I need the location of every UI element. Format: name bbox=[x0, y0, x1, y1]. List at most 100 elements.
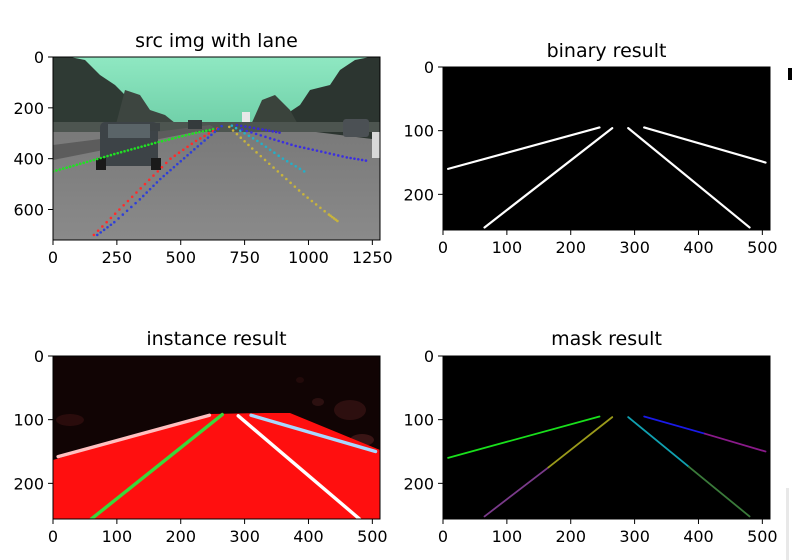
lane-point bbox=[259, 134, 263, 137]
x-tick-label: 0 bbox=[48, 248, 58, 267]
lane-point bbox=[177, 151, 181, 155]
lane-point bbox=[194, 131, 198, 135]
lane-point bbox=[268, 148, 272, 152]
lane-point bbox=[118, 208, 121, 211]
lane-point bbox=[72, 164, 75, 168]
lane-point bbox=[158, 177, 162, 181]
lane-point bbox=[109, 223, 113, 227]
lane-point bbox=[191, 132, 194, 135]
lane-point bbox=[271, 130, 275, 133]
x-tick-label: 100 bbox=[102, 527, 133, 546]
y-tick-label: 0 bbox=[34, 347, 44, 366]
x-tick-label: 0 bbox=[438, 238, 448, 257]
lane-point bbox=[140, 145, 143, 148]
lane-point bbox=[360, 158, 364, 162]
x-tick-label: 1250 bbox=[352, 248, 393, 267]
lane-point bbox=[126, 199, 130, 203]
y-tick-label: 600 bbox=[13, 201, 44, 220]
lane-point bbox=[99, 231, 102, 234]
lane-point bbox=[113, 220, 116, 224]
lane-point bbox=[130, 148, 133, 151]
lane-line bbox=[703, 432, 767, 453]
x-tick-label: 250 bbox=[102, 248, 133, 267]
lane-point bbox=[264, 135, 267, 139]
lane-point bbox=[201, 130, 205, 133]
lane-point bbox=[255, 151, 258, 154]
lane-point bbox=[89, 159, 92, 163]
x-tick-label: 200 bbox=[555, 238, 586, 257]
lane-point bbox=[256, 139, 259, 143]
x-tick-label: 300 bbox=[619, 238, 650, 257]
lane-point bbox=[102, 155, 106, 159]
lane-point bbox=[150, 142, 154, 146]
lane-point bbox=[167, 138, 171, 141]
lane-point bbox=[230, 124, 234, 127]
lane-point bbox=[172, 165, 176, 169]
lane-point bbox=[105, 220, 108, 224]
lane-line bbox=[236, 414, 362, 519]
axes-frame bbox=[442, 66, 771, 231]
lane-point bbox=[267, 162, 271, 166]
lane-point bbox=[147, 178, 151, 182]
lane-point bbox=[336, 219, 339, 223]
lane-point bbox=[264, 128, 268, 132]
lane-point bbox=[130, 195, 134, 199]
lane-point bbox=[206, 136, 210, 139]
lane-point bbox=[187, 133, 191, 136]
lane-point bbox=[196, 145, 200, 148]
lane-point bbox=[244, 125, 247, 128]
lane-point bbox=[203, 139, 206, 142]
y-tick-label: 100 bbox=[13, 411, 44, 430]
y-tick-label: 200 bbox=[403, 474, 434, 493]
lane-point bbox=[78, 162, 82, 166]
subplot-title: binary result bbox=[547, 40, 667, 62]
lane-point bbox=[117, 217, 120, 220]
lane-line bbox=[89, 412, 224, 519]
lane-point bbox=[135, 191, 138, 194]
lane-point bbox=[285, 142, 289, 145]
lane-point bbox=[243, 139, 246, 143]
lane-point bbox=[199, 142, 203, 145]
lane-point bbox=[106, 154, 109, 158]
lane-point bbox=[122, 203, 125, 207]
lane-point bbox=[193, 148, 196, 151]
lane-point bbox=[345, 156, 349, 159]
lane-point bbox=[160, 139, 164, 143]
lane-point bbox=[147, 143, 150, 147]
lane-point bbox=[126, 149, 130, 152]
x-tick-label: 0 bbox=[438, 527, 448, 546]
lane-point bbox=[102, 228, 106, 232]
x-tick-label: 500 bbox=[747, 238, 778, 257]
lane-line bbox=[447, 415, 601, 459]
lane-point bbox=[323, 209, 326, 213]
axes-frame bbox=[442, 355, 771, 520]
lane-point bbox=[119, 150, 123, 154]
lane-point bbox=[302, 170, 306, 173]
lane-point bbox=[307, 147, 310, 151]
lane-point bbox=[280, 173, 284, 177]
subplot-instance-result: instance result 0 100 200 300 400 500 0 100 200 bbox=[13, 328, 387, 546]
lane-point bbox=[260, 142, 263, 146]
y-tick-label: 400 bbox=[13, 150, 44, 169]
lane-point bbox=[162, 174, 166, 178]
lane-point bbox=[290, 162, 293, 166]
lane-point bbox=[181, 148, 185, 152]
lane-point bbox=[207, 132, 211, 135]
lane-point bbox=[239, 124, 243, 128]
lane-point bbox=[95, 157, 99, 161]
lane-point bbox=[356, 158, 360, 161]
lane-point bbox=[234, 126, 238, 130]
lane-point bbox=[243, 131, 246, 135]
lane-point bbox=[170, 137, 174, 140]
lane-point bbox=[250, 147, 254, 150]
lane-point bbox=[314, 203, 318, 206]
lane-point bbox=[121, 213, 125, 216]
lane-point bbox=[285, 177, 288, 181]
lane-point bbox=[164, 139, 167, 142]
lane-point bbox=[182, 156, 186, 160]
lane-point bbox=[256, 127, 260, 131]
x-tick-label: 300 bbox=[619, 527, 650, 546]
lane-point bbox=[68, 165, 72, 169]
axes-frame bbox=[52, 56, 381, 241]
